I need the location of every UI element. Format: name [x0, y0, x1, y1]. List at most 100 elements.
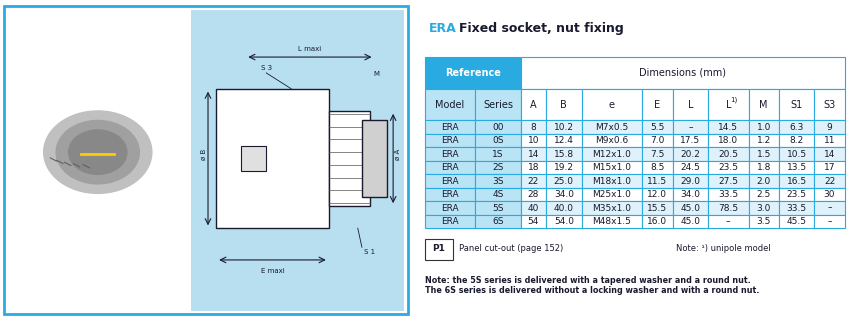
Text: ERA: ERA: [441, 190, 458, 199]
Bar: [642, 201, 672, 215]
Bar: [779, 147, 814, 161]
Text: 7.5: 7.5: [650, 150, 665, 158]
Bar: [546, 174, 582, 188]
Text: 10: 10: [528, 136, 539, 145]
Text: 28: 28: [528, 190, 539, 199]
Text: Series: Series: [483, 100, 513, 110]
Bar: [520, 120, 546, 134]
Bar: [779, 174, 814, 188]
Circle shape: [43, 111, 152, 193]
Bar: [779, 120, 814, 134]
Bar: [424, 134, 475, 147]
Text: 13.5: 13.5: [786, 163, 807, 172]
Bar: [582, 174, 642, 188]
Text: ERA: ERA: [441, 204, 458, 212]
Bar: [424, 174, 475, 188]
Text: 17.5: 17.5: [680, 136, 700, 145]
Bar: [582, 120, 642, 134]
Bar: [520, 201, 546, 215]
Bar: [708, 161, 749, 174]
Bar: [546, 120, 582, 134]
Bar: [672, 134, 708, 147]
Text: 14: 14: [528, 150, 539, 158]
Bar: [475, 134, 520, 147]
Text: L maxi: L maxi: [298, 46, 322, 52]
Bar: [546, 215, 582, 228]
Text: S 1: S 1: [364, 249, 375, 255]
Text: L: L: [688, 100, 693, 110]
Bar: [708, 120, 749, 134]
Bar: [475, 147, 520, 161]
Text: 30: 30: [824, 190, 835, 199]
Bar: [814, 174, 845, 188]
Text: 14: 14: [824, 150, 835, 158]
Text: L: L: [726, 100, 731, 110]
Text: 10.5: 10.5: [786, 150, 807, 158]
Bar: [424, 201, 475, 215]
Bar: [814, 147, 845, 161]
Text: 45.5: 45.5: [786, 217, 807, 226]
Text: 8.5: 8.5: [650, 163, 665, 172]
Text: 40.0: 40.0: [554, 204, 574, 212]
Bar: [814, 89, 845, 120]
Text: S3: S3: [824, 100, 835, 110]
Bar: [362, 120, 387, 197]
Circle shape: [56, 120, 139, 184]
Bar: [642, 188, 672, 201]
Bar: [708, 188, 749, 201]
Text: M25x1.0: M25x1.0: [593, 190, 632, 199]
Bar: [708, 201, 749, 215]
Bar: [814, 120, 845, 134]
Text: 10.2: 10.2: [554, 123, 574, 132]
Text: E maxi: E maxi: [261, 268, 284, 274]
Bar: [642, 134, 672, 147]
Text: 8: 8: [531, 123, 537, 132]
Text: 27.5: 27.5: [718, 177, 739, 185]
Text: Dimensions (mm): Dimensions (mm): [639, 68, 726, 78]
Text: 1.8: 1.8: [756, 163, 771, 172]
Text: 3S: 3S: [492, 177, 503, 185]
Text: 16.5: 16.5: [786, 177, 807, 185]
Text: M48x1.5: M48x1.5: [593, 217, 632, 226]
Bar: [520, 89, 546, 120]
Bar: [241, 146, 267, 171]
Text: 00: 00: [492, 123, 503, 132]
Circle shape: [69, 130, 127, 174]
Bar: [749, 174, 779, 188]
Bar: [475, 215, 520, 228]
Text: 33.5: 33.5: [786, 204, 807, 212]
Text: 12.4: 12.4: [554, 136, 574, 145]
Text: –: –: [827, 217, 832, 226]
Text: S1: S1: [790, 100, 802, 110]
Bar: [546, 201, 582, 215]
Text: M: M: [374, 71, 380, 77]
Text: –: –: [688, 123, 693, 132]
Bar: [8, 10, 191, 311]
Bar: [424, 120, 475, 134]
Text: 22: 22: [528, 177, 539, 185]
Text: 7.0: 7.0: [650, 136, 665, 145]
Bar: [475, 120, 520, 134]
Bar: [520, 134, 546, 147]
Text: Fixed socket, nut fixing: Fixed socket, nut fixing: [459, 22, 624, 35]
Bar: [779, 161, 814, 174]
Bar: [672, 174, 708, 188]
Bar: [672, 188, 708, 201]
Bar: [216, 89, 329, 228]
Text: M9x0.6: M9x0.6: [595, 136, 628, 145]
Text: ERA: ERA: [441, 150, 458, 158]
Bar: [749, 215, 779, 228]
Bar: [582, 134, 642, 147]
Text: M: M: [760, 100, 768, 110]
Text: 1.0: 1.0: [756, 123, 771, 132]
Bar: [424, 215, 475, 228]
Bar: [546, 134, 582, 147]
Text: 29.0: 29.0: [680, 177, 700, 185]
Text: 1): 1): [730, 97, 737, 103]
Bar: [779, 89, 814, 120]
Text: 34.0: 34.0: [680, 190, 700, 199]
Text: 78.5: 78.5: [718, 204, 739, 212]
Bar: [708, 174, 749, 188]
Bar: [424, 239, 453, 260]
Text: P1: P1: [432, 244, 445, 253]
